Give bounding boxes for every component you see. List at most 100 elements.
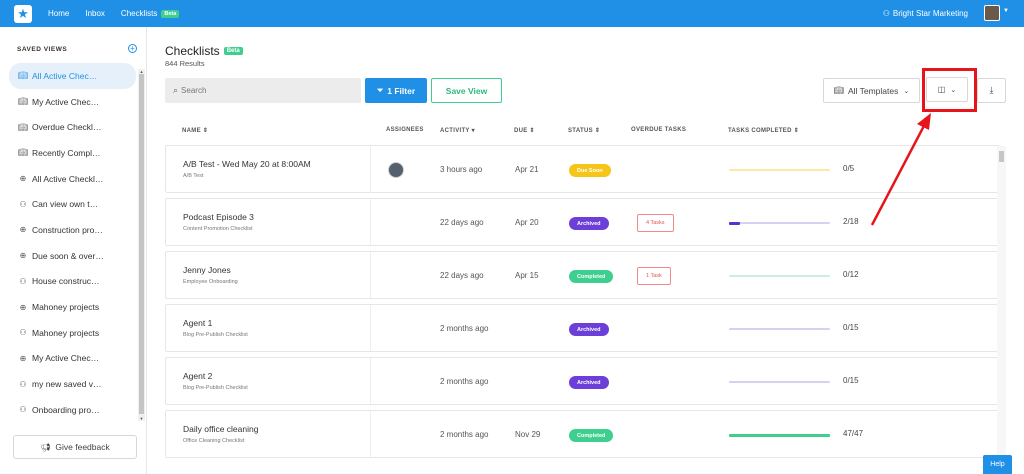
saved-view-item[interactable]: ⊕ Construction pro… bbox=[9, 217, 136, 243]
saved-view-item[interactable]: 📖︎ Recently Compl… bbox=[9, 140, 136, 166]
column-header-tasks-completed[interactable]: TASKS COMPLETED ⇕ bbox=[728, 127, 799, 134]
saved-view-label: Onboarding pro… bbox=[32, 404, 100, 415]
globe-icon: ⊕ bbox=[19, 353, 27, 363]
saved-view-item[interactable]: ⚇ my new saved v… bbox=[9, 371, 136, 397]
row-divider bbox=[370, 411, 371, 457]
book-icon: 📖︎ bbox=[17, 71, 29, 81]
activity-time: 22 days ago bbox=[440, 218, 484, 227]
beta-badge: Beta bbox=[161, 9, 180, 18]
column-header-label: NAME bbox=[182, 128, 201, 134]
plus-circle-icon[interactable]: + bbox=[128, 44, 137, 53]
activity-time: 22 days ago bbox=[440, 271, 484, 280]
column-header-overdue-tasks: OVERDUE TASKS bbox=[631, 127, 687, 133]
tasks-completed-count: 2/18 bbox=[843, 217, 859, 226]
saved-view-item[interactable]: ⊕ My Active Chec… bbox=[9, 346, 136, 372]
sort-desc-icon: ▾ bbox=[471, 128, 475, 134]
template-select[interactable]: 📖︎ All Templates ⌄ bbox=[823, 78, 920, 103]
template-select-label: All Templates bbox=[847, 85, 899, 96]
help-button[interactable]: Help bbox=[983, 455, 1012, 474]
column-header-label: ACTIVITY bbox=[440, 128, 470, 134]
nav-link-inbox[interactable]: Inbox bbox=[85, 9, 105, 18]
globe-icon: ⊕ bbox=[19, 225, 27, 235]
user-avatar[interactable] bbox=[984, 5, 1000, 21]
star-logo-icon[interactable]: ★ bbox=[14, 4, 32, 23]
saved-view-label: Mahoney projects bbox=[32, 302, 100, 313]
saved-view-item[interactable]: ⚇ Onboarding pro… bbox=[9, 397, 136, 423]
search-input[interactable] bbox=[181, 86, 342, 95]
saved-view-label: My Active Chec… bbox=[32, 96, 100, 107]
template-name: A/B Test bbox=[183, 173, 204, 179]
sort-icon: ⇕ bbox=[529, 128, 535, 134]
tasks-progress-bar bbox=[729, 275, 830, 277]
saved-view-item[interactable]: 📖︎ All Active Chec… bbox=[9, 63, 136, 89]
table-row[interactable]: Podcast Episode 3 Content Promotion Chec… bbox=[165, 198, 1000, 246]
row-divider bbox=[370, 305, 371, 351]
book-icon: 📖︎ bbox=[17, 97, 29, 107]
overdue-tasks-badge[interactable]: 4 Tasks bbox=[637, 214, 674, 232]
saved-view-label: All Active Checkl… bbox=[32, 173, 104, 184]
saved-view-item[interactable]: ⚇ House construc… bbox=[9, 269, 136, 295]
users-icon: ⚇ bbox=[19, 405, 27, 415]
filter-button[interactable]: ⏷ 1 Filter bbox=[365, 78, 427, 103]
column-header-label: DUE bbox=[514, 128, 528, 134]
table-scrollbar-thumb[interactable] bbox=[999, 151, 1004, 162]
users-icon: ⚇ bbox=[19, 276, 27, 286]
status-badge: Due Soon bbox=[569, 164, 611, 177]
saved-view-item[interactable]: ⊕ Mahoney projects bbox=[9, 294, 136, 320]
saved-view-item[interactable]: ⊕ All Active Checkl… bbox=[9, 166, 136, 192]
template-name: Content Promotion Checklist bbox=[183, 226, 253, 232]
saved-views-list: 📖︎ All Active Chec… 📖︎ My Active Chec… 📖︎ O… bbox=[9, 63, 136, 423]
columns-icon: ◫ bbox=[937, 85, 946, 94]
nav-link-home[interactable]: Home bbox=[48, 9, 70, 18]
saved-view-item[interactable]: 📖︎ My Active Chec… bbox=[9, 89, 136, 115]
sort-icon: ⇕ bbox=[202, 128, 209, 134]
saved-view-item[interactable]: 📖︎ Overdue Checkl… bbox=[9, 114, 136, 140]
due-date: Apr 21 bbox=[515, 165, 539, 174]
give-feedback-button[interactable]: 📢︎ Give feedback bbox=[13, 435, 137, 459]
table-row[interactable]: Agent 1 Blog Pre-Publish Checklist 2 mon… bbox=[165, 304, 1000, 352]
saved-view-label: House construc… bbox=[32, 276, 100, 287]
saved-view-label: Can view own t… bbox=[32, 199, 99, 210]
caret-down-icon[interactable]: ▼ bbox=[1003, 8, 1009, 14]
column-header-label: STATUS bbox=[568, 128, 593, 134]
scroll-down-icon[interactable]: ▼ bbox=[139, 416, 144, 421]
table-row[interactable]: Jenny Jones Employee Onboarding 22 days … bbox=[165, 251, 1000, 299]
checklist-name[interactable]: Jenny Jones bbox=[183, 265, 231, 275]
checklist-name[interactable]: Daily office cleaning bbox=[183, 424, 259, 434]
give-feedback-label: Give feedback bbox=[55, 442, 110, 452]
saved-view-label: Construction pro… bbox=[32, 224, 103, 235]
template-name: Blog Pre-Publish Checklist bbox=[183, 385, 248, 391]
download-button[interactable]: ⤓ bbox=[977, 78, 1006, 103]
column-header-status[interactable]: STATUS ⇕ bbox=[568, 127, 600, 134]
checklist-name[interactable]: A/B Test - Wed May 20 at 8:00AM bbox=[183, 159, 311, 169]
activity-time: 3 hours ago bbox=[440, 165, 483, 174]
assignee-avatar[interactable] bbox=[388, 162, 404, 178]
save-view-button[interactable]: Save View bbox=[431, 78, 502, 103]
search-box[interactable]: ⌕ bbox=[165, 78, 361, 103]
column-header-activity[interactable]: ACTIVITY ▾ bbox=[440, 127, 475, 134]
saved-view-item[interactable]: ⊕ Due soon & over… bbox=[9, 243, 136, 269]
table-row[interactable]: A/B Test - Wed May 20 at 8:00AM A/B Test… bbox=[165, 145, 1000, 193]
tasks-progress-bar bbox=[729, 221, 830, 225]
table-row[interactable]: Agent 2 Blog Pre-Publish Checklist 2 mon… bbox=[165, 357, 1000, 405]
checklist-name[interactable]: Agent 2 bbox=[183, 371, 213, 381]
sidebar-scrollbar[interactable]: ▲ ▼ bbox=[138, 69, 145, 421]
saved-view-item[interactable]: ⚇ Can view own t… bbox=[9, 191, 136, 217]
status-badge: Completed bbox=[569, 429, 614, 442]
column-header-due[interactable]: DUE ⇕ bbox=[514, 127, 535, 134]
organization-switcher[interactable]: ⚇ Bright Star Marketing bbox=[883, 9, 968, 18]
overdue-tasks-badge[interactable]: 1 Task bbox=[637, 267, 671, 285]
sidebar-scrollbar-thumb[interactable] bbox=[139, 74, 144, 414]
columns-button[interactable]: ◫ ⌄ bbox=[926, 77, 968, 102]
users-icon: ⚇ bbox=[882, 9, 890, 18]
checklist-name[interactable]: Podcast Episode 3 bbox=[183, 212, 254, 222]
scroll-up-icon[interactable]: ▲ bbox=[139, 69, 144, 74]
column-header-assignees: ASSIGNEES bbox=[386, 127, 424, 133]
table-scrollbar[interactable] bbox=[997, 146, 1006, 464]
checklist-name[interactable]: Agent 1 bbox=[183, 318, 213, 328]
saved-view-item[interactable]: ⚇ Mahoney projects bbox=[9, 320, 136, 346]
tasks-progress-bar bbox=[729, 169, 830, 171]
column-header-name[interactable]: NAME ⇕ bbox=[182, 127, 208, 134]
nav-link-checklists[interactable]: Checklists Beta bbox=[121, 9, 180, 18]
